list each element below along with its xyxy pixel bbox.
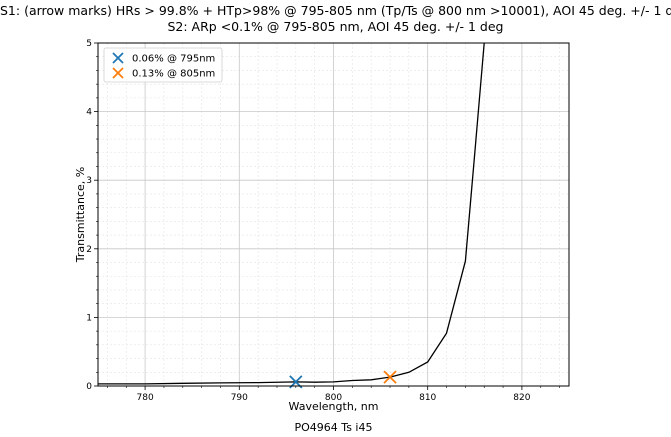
marker-stroke xyxy=(112,52,124,64)
transmittance-line xyxy=(98,42,485,385)
marker-stroke xyxy=(112,67,124,79)
legend-marker xyxy=(112,67,124,79)
y-tick-label: 0 xyxy=(86,382,92,392)
y-tick-label: 2 xyxy=(86,245,92,255)
legend: 0.06% @ 795nm 0.13% @ 805nm xyxy=(103,47,223,83)
chart-caption: PO4964 Ts i45 xyxy=(295,421,373,434)
y-tick-label: 1 xyxy=(86,313,92,323)
series-layer xyxy=(98,42,485,385)
legend-entry-label: 0.13% @ 805nm xyxy=(132,69,215,80)
y-axis-label: Transmittance, % xyxy=(74,167,87,263)
legend-marker xyxy=(112,52,124,64)
x-tick-label: 820 xyxy=(513,393,530,403)
chart-title-line2: S2: ARp <0.1% @ 795-805 nm, AOI 45 deg. … xyxy=(167,19,504,34)
legend-box xyxy=(103,47,223,83)
marker-stroke xyxy=(383,370,397,384)
x-axis-label: Wavelength, nm xyxy=(289,400,379,413)
legend-entry-label: 0.06% @ 795nm xyxy=(132,54,215,65)
y-tick-label: 4 xyxy=(86,108,92,118)
x-tick-label: 790 xyxy=(231,393,248,403)
data-marker xyxy=(383,370,397,384)
chart-title-line1: S1: (arrow marks) HRs > 99.8% + HTp>98% … xyxy=(0,3,671,18)
minor-grid xyxy=(98,43,569,386)
y-tick-label: 3 xyxy=(86,176,92,186)
marker-layer xyxy=(289,370,397,389)
major-grid xyxy=(98,43,569,386)
axis-ticks: 780 790 800 810 820 0 1 2 3 4 5 xyxy=(86,39,560,403)
y-tick-label: 5 xyxy=(86,39,92,49)
x-tick-label: 780 xyxy=(137,393,154,403)
x-tick-label: 810 xyxy=(419,393,436,403)
x-tick-label: 800 xyxy=(325,393,342,403)
